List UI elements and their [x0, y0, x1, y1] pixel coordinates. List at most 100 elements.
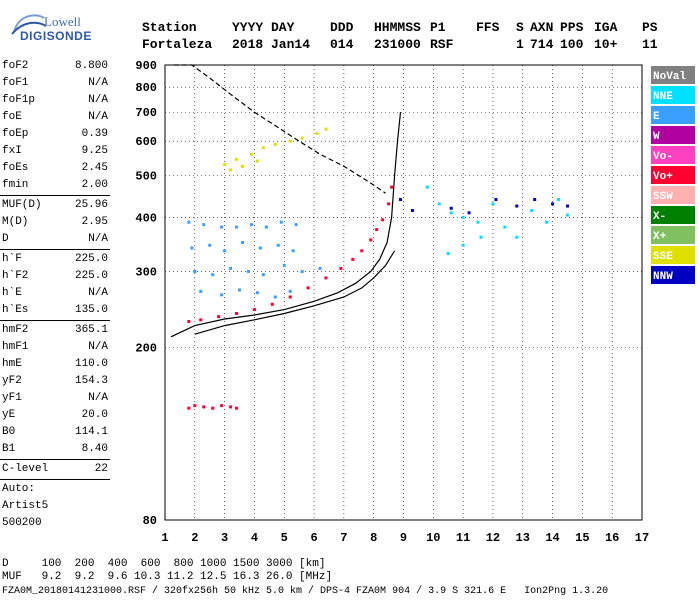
param-row-hF2: h`F2 225.0 — [0, 268, 112, 285]
data-point — [551, 202, 555, 206]
legend-label: X+ — [653, 231, 667, 243]
data-point — [229, 266, 233, 270]
data-point — [375, 228, 379, 232]
data-point — [351, 257, 355, 261]
data-point — [220, 225, 224, 229]
param-value: 2.95 — [81, 216, 108, 228]
logo-digisonde-text: DIGISONDE — [20, 29, 92, 43]
data-point — [261, 146, 265, 150]
param-row-yF1: yF1 N/A — [0, 390, 112, 407]
data-point — [229, 405, 233, 409]
data-point — [446, 252, 450, 256]
param-separator — [0, 249, 110, 250]
header-row1-cell-2: DDD — [330, 20, 354, 35]
x-tick-label: 7 — [340, 531, 347, 545]
data-point — [229, 168, 233, 172]
param-label: foEs — [2, 162, 29, 174]
param-row-hF: h`F 225.0 — [0, 251, 112, 268]
param-label: yF1 — [2, 392, 22, 404]
data-point — [324, 127, 328, 131]
param-value: 2.45 — [81, 162, 108, 174]
param-value: N/A — [88, 77, 108, 89]
data-point — [530, 209, 534, 213]
param-label: D — [2, 233, 9, 245]
data-point — [264, 225, 268, 229]
param-value: 22 — [94, 463, 108, 475]
x-tick-label: 17 — [635, 531, 649, 545]
curve-profile-lower — [194, 250, 396, 335]
param-row-foEp: foEp 0.39 — [0, 126, 112, 143]
header-row2-cell-0: Fortaleza — [142, 37, 213, 52]
param-separator — [0, 459, 110, 460]
legend-label: NoVal — [653, 71, 686, 83]
data-point — [461, 243, 465, 247]
param-label: foEp — [2, 128, 29, 140]
param-row-B1: B1 8.40 — [0, 441, 112, 458]
auto-text: 500200 — [2, 517, 42, 529]
param-label: fxI — [2, 145, 22, 157]
legend-label: NNW — [653, 271, 673, 283]
x-tick-label: 8 — [370, 531, 377, 545]
data-point — [387, 202, 391, 206]
data-point — [190, 246, 194, 250]
x-tick-label: 13 — [516, 531, 530, 545]
data-point — [217, 315, 221, 319]
param-label: MUF(D) — [2, 199, 42, 211]
param-label: hmF2 — [2, 324, 29, 336]
legend-swatch — [651, 66, 695, 84]
data-point — [515, 204, 519, 208]
header-row1-cell-3: HHMMSS — [374, 20, 421, 35]
data-point — [273, 142, 277, 146]
muf-row: MUF 9.2 9.2 9.6 10.3 11.2 12.5 16.3 26.0… — [2, 571, 333, 583]
param-row-MD: M(D) 2.95 — [0, 214, 112, 231]
param-label: hmF1 — [2, 341, 29, 353]
data-point — [199, 318, 203, 322]
auto-line: Auto: — [0, 481, 112, 498]
data-point — [360, 249, 364, 253]
header-row2-cell-3: 231000 — [374, 37, 421, 52]
x-tick-label: 12 — [486, 531, 500, 545]
data-point — [208, 243, 212, 247]
x-tick-label: 1 — [161, 531, 168, 545]
data-point — [288, 295, 292, 299]
x-tick-label: 2 — [191, 531, 198, 545]
param-separator — [0, 195, 110, 196]
data-point — [202, 405, 206, 409]
x-tick-label: 5 — [281, 531, 288, 545]
data-point — [291, 249, 295, 253]
legend-swatch — [651, 166, 695, 184]
header-row2-cell-9: 10+ — [594, 37, 618, 52]
param-row-fmin: fmin 2.00 — [0, 177, 112, 194]
logo-swirl-icon — [11, 14, 47, 35]
distance-row: D 100 200 400 600 800 1000 1500 3000 [km… — [2, 558, 326, 570]
data-point — [249, 152, 253, 156]
data-point — [479, 235, 483, 239]
param-label: M(D) — [2, 216, 29, 228]
data-point — [220, 404, 224, 408]
data-point — [545, 220, 549, 224]
data-point — [258, 246, 262, 250]
data-point — [235, 157, 239, 161]
data-point — [193, 270, 197, 274]
x-tick-label: 6 — [310, 531, 317, 545]
y-tick-label: 500 — [135, 169, 157, 183]
data-point — [503, 225, 507, 229]
header-row2-cell-6: 1 — [516, 37, 524, 52]
param-row-MUFD: MUF(D) 25.96 — [0, 197, 112, 214]
x-tick-label: 9 — [400, 531, 407, 545]
legend-swatch — [651, 266, 695, 284]
param-label: hmE — [2, 358, 22, 370]
header-row1-cell-5: FFS — [476, 20, 500, 35]
logo-lowell-text: Lowell — [44, 14, 81, 29]
param-value: 8.40 — [81, 443, 108, 455]
param-value: 135.0 — [74, 304, 108, 316]
legend-swatch — [651, 126, 695, 144]
param-row-fxI: fxI 9.25 — [0, 143, 112, 160]
param-value: N/A — [88, 233, 108, 245]
data-point — [288, 139, 292, 143]
param-label: fmin — [2, 179, 29, 191]
y-tick-label: 700 — [135, 106, 157, 120]
header-row2-cell-1: 2018 Jan14 — [232, 37, 311, 52]
header-row1-cell-4: P1 — [430, 20, 446, 35]
